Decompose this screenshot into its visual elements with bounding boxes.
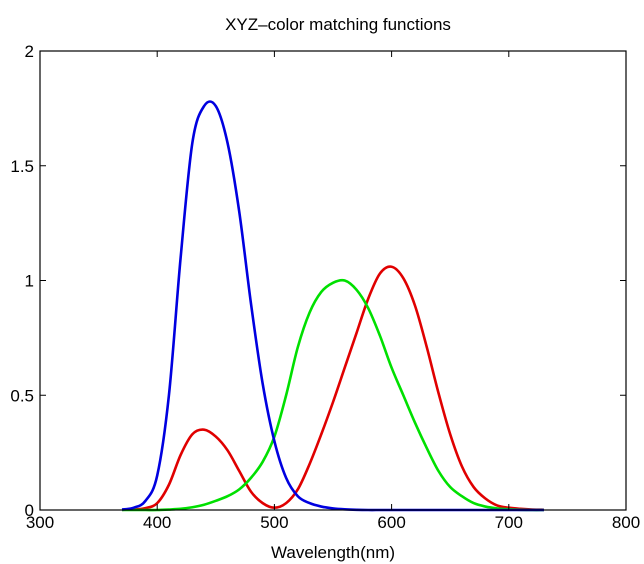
y-tick-label: 1 <box>25 272 34 291</box>
x-axis-label: Wavelength(nm) <box>271 543 395 562</box>
x-tick-label: 600 <box>377 513 405 532</box>
plot-area-frame <box>39 50 627 511</box>
x-tick-label: 800 <box>612 513 640 532</box>
y-tick-label: 2 <box>25 42 34 61</box>
x-tick-label: 700 <box>495 513 523 532</box>
series-line-red <box>122 265 544 512</box>
series-line-green <box>122 278 544 512</box>
y-tick-label: 0 <box>25 501 34 520</box>
x-tick-label: 500 <box>260 513 288 532</box>
y-tick-label: 0.5 <box>10 386 34 405</box>
series-line-blue <box>121 100 544 512</box>
x-tick-label: 400 <box>143 513 171 532</box>
chart-title: XYZ–color matching functions <box>225 15 451 34</box>
y-tick-label: 1.5 <box>10 157 34 176</box>
x-tick-label: 300 <box>26 513 54 532</box>
